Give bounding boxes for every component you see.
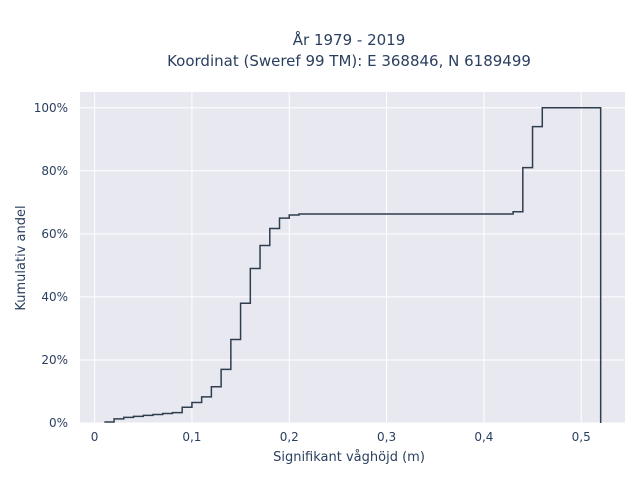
chart-title-line-2: Koordinat (Sweref 99 TM): E 368846, N 61…: [167, 52, 531, 70]
y-tick-label: 20%: [41, 353, 68, 367]
series-layer: [104, 107, 602, 423]
y-tick-label: 60%: [41, 227, 68, 241]
y-tick-label: 0%: [49, 416, 68, 430]
x-tick-label: 0,3: [377, 430, 396, 444]
x-tick-labels: 0 0,1 0,2 0,3 0,4 0,5: [91, 430, 591, 444]
x-tick-label: 0: [91, 430, 99, 444]
y-tick-label: 80%: [41, 164, 68, 178]
y-tick-labels: 0% 20% 40% 60% 80% 100%: [34, 101, 68, 430]
chart-title-line-1: År 1979 - 2019: [293, 30, 406, 49]
x-tick-label: 0,4: [474, 430, 493, 444]
y-axis-title: Kumulativ andel: [14, 205, 29, 310]
series-line: [104, 107, 602, 423]
x-tick-label: 0,5: [572, 430, 591, 444]
x-axis-title: Signifikant våghöjd (m): [273, 450, 425, 465]
grid-lines: [80, 92, 625, 424]
y-tick-label: 100%: [34, 101, 68, 115]
x-tick-label: 0,1: [182, 430, 201, 444]
x-tick-label: 0,2: [280, 430, 299, 444]
y-tick-label: 40%: [41, 290, 68, 304]
plot-area: [80, 92, 625, 423]
